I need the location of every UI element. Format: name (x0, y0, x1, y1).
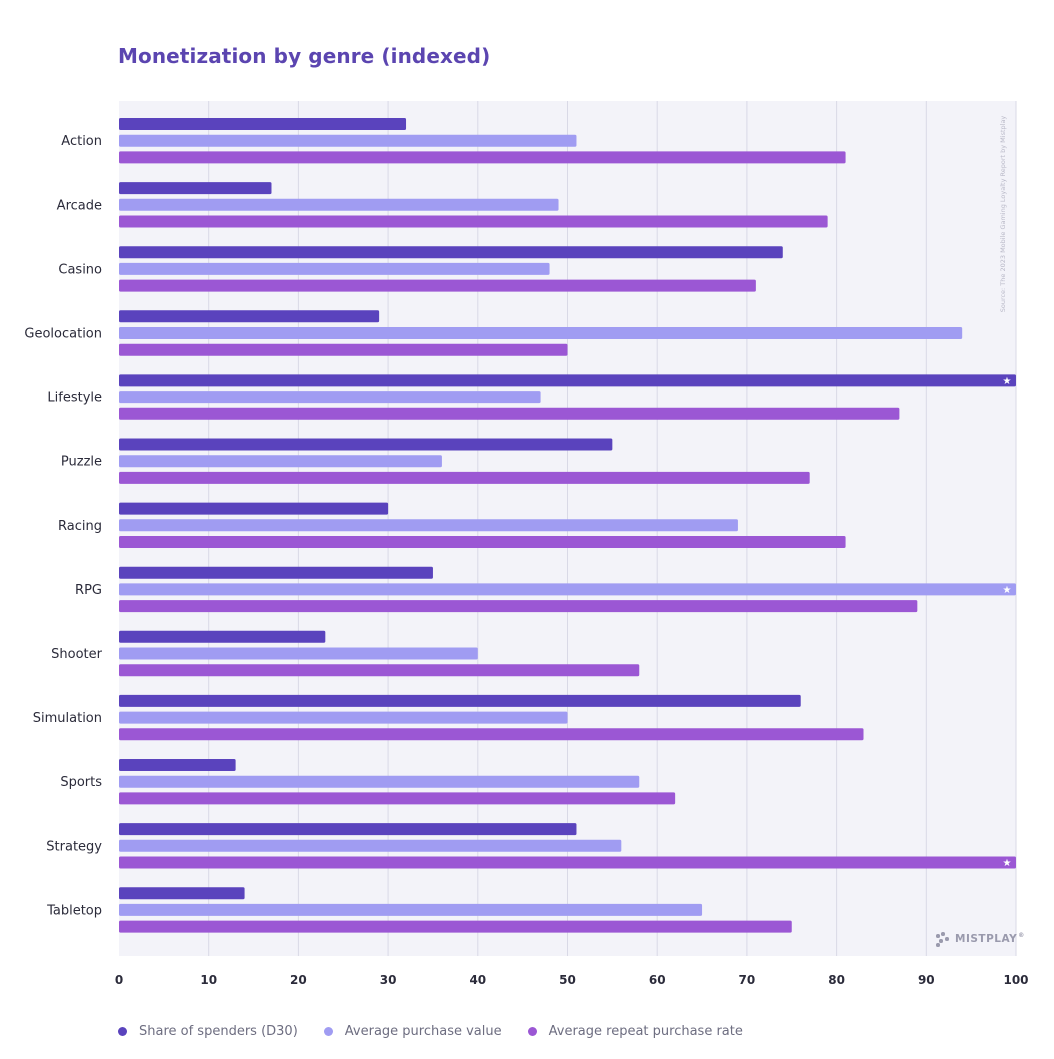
bar (119, 583, 1016, 596)
bar (119, 407, 900, 420)
category-label: Puzzle (61, 455, 102, 470)
x-tick-label: 0 (115, 973, 123, 987)
bars: ★ ★ ★ (119, 118, 1016, 933)
logo-dots-icon (936, 932, 950, 947)
bar (119, 471, 810, 484)
category-label: Casino (58, 262, 102, 277)
chart-title: Monetization by genre (indexed) (118, 44, 491, 68)
bar (119, 118, 407, 130)
bar (119, 600, 918, 613)
x-tick-label: 10 (200, 973, 217, 987)
x-tick-label: 90 (918, 973, 935, 987)
bar (119, 630, 326, 643)
bar (119, 519, 738, 532)
bar (119, 566, 433, 579)
bar (119, 502, 389, 515)
bar (119, 536, 846, 548)
legend-label: Average repeat purchase rate (548, 1024, 743, 1039)
bar (119, 856, 1016, 869)
bar (119, 792, 676, 805)
category-label: Shooter (51, 647, 102, 662)
x-axis-tick-labels: 0 10 20 30 40 50 60 70 80 90 100 (115, 973, 1029, 987)
x-tick-label: 80 (828, 973, 845, 987)
legend-item-share-of-spenders: Share of spenders (D30) (118, 1024, 298, 1039)
bar (119, 279, 756, 292)
bar (119, 198, 559, 211)
bar (119, 887, 245, 900)
bar (119, 438, 613, 451)
legend: Share of spenders (D30) Average purchase… (118, 1024, 743, 1039)
bar (119, 823, 577, 836)
bar (119, 920, 792, 933)
x-tick-label: 40 (469, 973, 486, 987)
legend-dot-icon (323, 1027, 333, 1036)
legend-label: Average purchase value (344, 1024, 502, 1039)
category-label: Lifestyle (47, 391, 102, 406)
category-labels: Action Arcade Casino Geolocation Lifestyle Pu… (24, 134, 102, 918)
category-label: Strategy (46, 839, 102, 854)
bar (119, 775, 640, 788)
bar (119, 151, 846, 164)
legend-item-average-purchase-value: Average purchase value (323, 1024, 502, 1039)
legend-dot-icon (527, 1027, 537, 1036)
bar (119, 839, 622, 852)
bar (119, 343, 568, 356)
bar (119, 903, 703, 916)
star-icon: ★ (1003, 376, 1012, 387)
category-label: Geolocation (24, 327, 102, 342)
bar (119, 455, 442, 468)
category-label: Simulation (33, 711, 102, 726)
bar (119, 215, 828, 228)
x-tick-label: 100 (1003, 973, 1028, 987)
star-icon: ★ (1003, 858, 1012, 869)
bar (119, 728, 864, 741)
category-label: Action (61, 134, 102, 149)
category-label: Racing (58, 519, 102, 534)
bar (119, 664, 640, 677)
bar (119, 391, 541, 404)
bar (119, 374, 1016, 387)
mistplay-logo: MISTPLAY ® (936, 932, 1025, 947)
x-tick-label: 20 (290, 973, 307, 987)
category-label: Arcade (57, 198, 102, 213)
legend-dot-icon (118, 1027, 127, 1036)
x-tick-label: 50 (559, 973, 576, 987)
category-label: Tabletop (46, 903, 102, 918)
bar (119, 182, 272, 195)
category-label: Sports (60, 775, 102, 790)
bar (119, 310, 380, 323)
star-icon: ★ (1003, 585, 1012, 596)
bar (119, 134, 577, 147)
x-tick-label: 60 (649, 973, 666, 987)
category-label: RPG (75, 583, 102, 598)
bar (119, 327, 963, 339)
legend-item-average-repeat-purchase-rate: Average repeat purchase rate (527, 1024, 743, 1039)
x-tick-label: 70 (739, 973, 756, 987)
bar (119, 262, 550, 275)
source-note: Source: The 2023 Mobile Gaming Loyalty R… (999, 115, 1007, 313)
bar (119, 647, 478, 660)
legend-label: Share of spenders (D30) (139, 1024, 298, 1039)
bar (119, 246, 783, 259)
bar-chart: ★ ★ ★ Action Arcade Casino Geolocation Lifesty… (24, 101, 1029, 987)
x-tick-label: 30 (380, 973, 397, 987)
bar (119, 711, 568, 724)
logo-mark: ® (1018, 932, 1025, 939)
bar (119, 694, 801, 707)
bar (119, 759, 236, 771)
logo-text: MISTPLAY (955, 933, 1018, 945)
